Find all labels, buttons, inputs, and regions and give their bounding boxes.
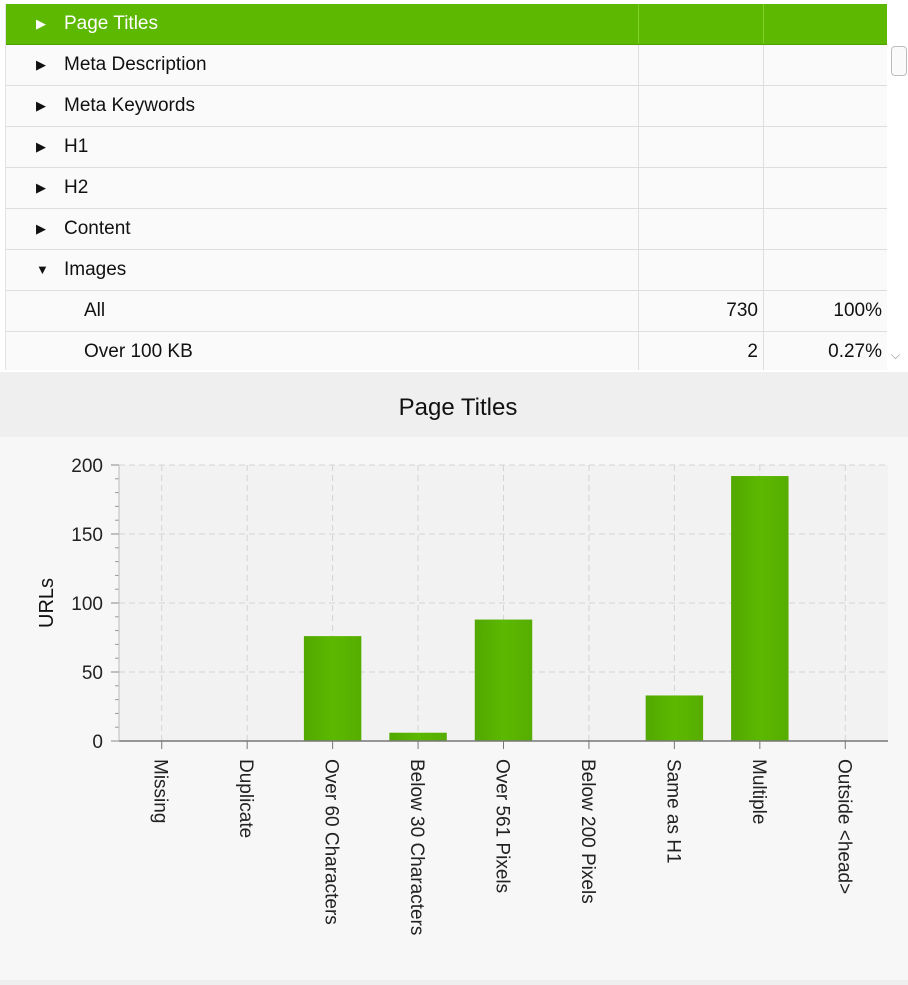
percent-cell <box>764 250 887 290</box>
tree-row-label: Over 100 KB <box>84 341 193 362</box>
x-tick-label: Multiple <box>748 759 769 824</box>
tree-row[interactable]: ▶ Meta Description <box>6 45 887 86</box>
scrollbar-thumb[interactable] <box>891 46 907 76</box>
y-tick-label: 50 <box>82 663 103 684</box>
label-cell: ▼ Images <box>6 250 639 290</box>
count-cell: 2 <box>639 332 764 370</box>
triangle-right-icon[interactable]: ▶ <box>36 98 46 113</box>
bar <box>731 476 789 741</box>
label-cell: ▶ H2 <box>6 168 639 208</box>
label-cell: ▶ Content <box>6 209 639 249</box>
percent-cell: 0.27% <box>764 332 887 370</box>
url-count: 730 <box>726 300 758 321</box>
tree-row[interactable]: ▶ Page Titles <box>6 4 887 45</box>
triangle-down-icon[interactable]: ▼ <box>36 262 49 277</box>
tree-row[interactable]: Over 100 KB 2 0.27% <box>6 332 887 370</box>
percent-cell <box>764 4 887 44</box>
y-tick-label: 100 <box>71 594 103 615</box>
url-percent: 100% <box>833 300 882 321</box>
percent-cell <box>764 209 887 249</box>
label-cell: All <box>6 291 639 331</box>
y-tick-label: 0 <box>92 732 103 753</box>
tree-row-label: H2 <box>64 177 89 198</box>
bar-chart: 0 50 100 150 200 Missing Duplicate Over 60 Char… <box>36 456 888 935</box>
triangle-right-icon[interactable]: ▶ <box>36 16 46 31</box>
tree-rows: ▶ Page Titles ▶ Meta Description ▶ Meta Keywo… <box>5 4 887 370</box>
tree-row-label: All <box>84 300 106 321</box>
count-cell <box>639 168 764 208</box>
x-tick-label: Outside <head> <box>833 759 854 894</box>
x-tick-label: Over 60 Characters <box>321 759 342 925</box>
triangle-right-icon[interactable]: ▶ <box>36 180 46 195</box>
x-tick-label: Duplicate <box>235 759 256 838</box>
bar <box>303 636 362 741</box>
count-cell <box>639 86 764 126</box>
percent-cell: 100% <box>764 291 887 331</box>
tree-row[interactable]: ▼ Images <box>6 250 887 291</box>
x-tick-label: Missing <box>150 759 171 823</box>
x-tick-label: Over 561 Pixels <box>492 759 513 893</box>
bar <box>645 695 704 741</box>
count-cell <box>639 45 764 85</box>
x-tick-label: Below 200 Pixels <box>577 759 598 904</box>
tree-row[interactable]: ▶ H1 <box>6 127 887 168</box>
triangle-right-icon[interactable]: ▶ <box>36 221 46 236</box>
tree-row[interactable]: All 730 100% <box>6 291 887 332</box>
triangle-right-icon[interactable]: ▶ <box>36 139 46 154</box>
percent-cell <box>764 86 887 126</box>
tree-row[interactable]: ▶ H2 <box>6 168 887 209</box>
triangle-right-icon[interactable]: ▶ <box>36 57 46 72</box>
chart-panel: 0 50 100 150 200 Missing Duplicate Over 60 Char… <box>0 437 908 980</box>
tree-row[interactable]: ▶ Content <box>6 209 887 250</box>
x-tick-label: Below 30 Characters <box>406 759 427 935</box>
percent-cell <box>764 127 887 167</box>
chevron-down-icon[interactable]: ⌵ <box>891 348 901 362</box>
tree-row-label: Images <box>64 259 127 280</box>
label-cell: ▶ H1 <box>6 127 639 167</box>
y-tick-label: 150 <box>71 525 103 546</box>
percent-cell <box>764 45 887 85</box>
bar <box>389 732 447 741</box>
label-cell: ▶ Meta Description <box>6 45 639 85</box>
label-cell: ▶ Page Titles <box>6 4 639 44</box>
count-cell <box>639 250 764 290</box>
url-percent: 0.27% <box>828 341 882 362</box>
percent-cell <box>764 168 887 208</box>
tree-row-label: Meta Keywords <box>64 95 195 116</box>
y-axis-label: URLs <box>36 578 58 628</box>
y-tick-label: 200 <box>71 456 103 477</box>
tree-row-label: Page Titles <box>64 13 158 34</box>
tree-row-label: H1 <box>64 136 89 157</box>
label-cell: ▶ Meta Keywords <box>6 86 639 126</box>
count-cell <box>639 127 764 167</box>
bar <box>474 619 533 741</box>
vertical-scrollbar[interactable]: ⌵ <box>888 0 908 372</box>
x-tick-label: Same as H1 <box>662 759 683 864</box>
url-count: 2 <box>747 341 758 362</box>
count-cell <box>639 209 764 249</box>
count-cell: 730 <box>639 291 764 331</box>
tree-row-label: Meta Description <box>64 54 207 75</box>
count-cell <box>639 4 764 44</box>
label-cell: Over 100 KB <box>6 332 639 370</box>
tree-row-label: Content <box>64 218 131 239</box>
issues-tree-table: ▶ Page Titles ▶ Meta Description ▶ Meta Keywo… <box>0 0 908 372</box>
tree-row[interactable]: ▶ Meta Keywords <box>6 86 887 127</box>
chart-title: Page Titles <box>398 394 518 421</box>
